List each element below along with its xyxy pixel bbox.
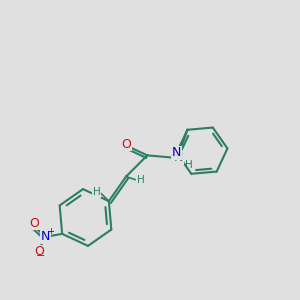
Text: −: −: [36, 251, 45, 261]
Text: O: O: [29, 217, 39, 230]
Text: N: N: [41, 230, 50, 243]
Text: O: O: [122, 138, 131, 151]
Text: H: H: [185, 160, 193, 170]
Text: H: H: [93, 187, 101, 197]
Text: N: N: [172, 146, 181, 159]
Text: N: N: [174, 152, 183, 164]
Text: +: +: [48, 227, 55, 236]
Text: H: H: [136, 175, 144, 184]
Text: O: O: [34, 245, 44, 258]
